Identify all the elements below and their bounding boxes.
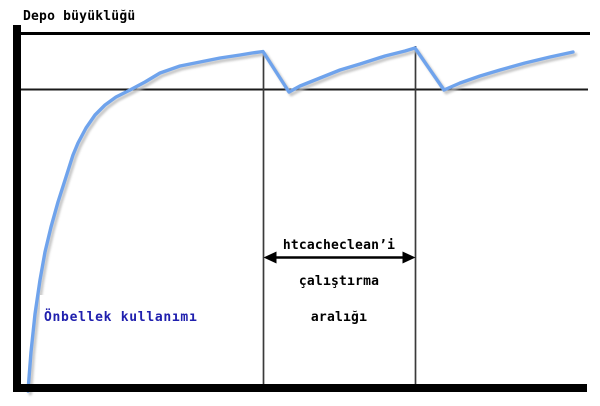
y-axis-bar [13, 25, 21, 392]
interval-annotation-line-3: aralığı [310, 310, 368, 325]
interval-annotation-line-1: htcacheclean’i [282, 238, 396, 253]
x-axis-bar [13, 384, 587, 392]
interval-annotation-line-2: çalıştırma [298, 274, 380, 289]
page-title: Depo büyüklüğü [23, 9, 136, 24]
cache-usage-label: Önbellek kullanımı [44, 310, 198, 325]
cache-usage-label-background [40, 295, 212, 327]
interval-arrow-left-head [263, 251, 277, 264]
interval-arrow-right-head [402, 251, 416, 264]
interval-annotation: htcacheclean’i çalıştırma aralığı [262, 216, 416, 348]
cache-usage-curve [26, 46, 575, 393]
